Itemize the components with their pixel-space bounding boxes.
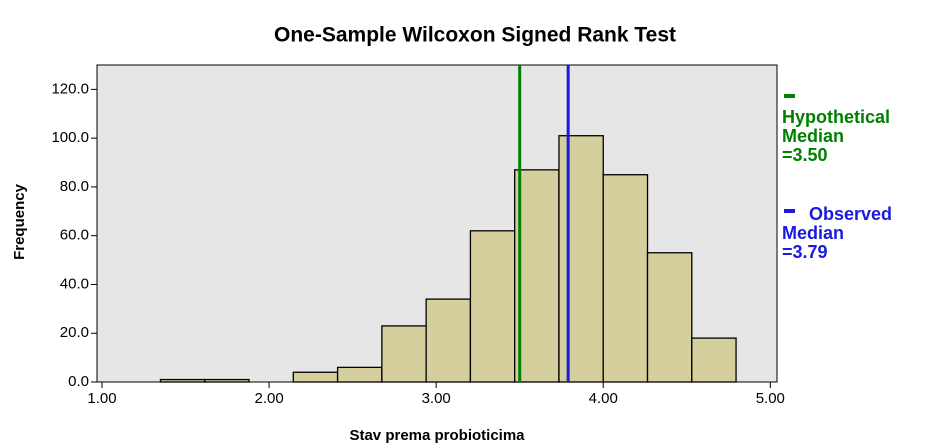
x-tick-label: 5.00 (756, 390, 785, 407)
bar (558, 135, 604, 383)
y-tick-label: 120.0 (51, 80, 89, 97)
legend-label: Hypothetical Median (782, 107, 891, 146)
x-tick-label: 3.00 (422, 390, 451, 407)
x-tick-label: 1.00 (87, 390, 116, 407)
bar (381, 325, 427, 383)
legend-value: =3.50 (782, 145, 828, 165)
x-tick-label: 4.00 (589, 390, 618, 407)
y-tick-label: 100.0 (51, 129, 89, 146)
y-tick-label: 40.0 (60, 275, 89, 292)
y-axis-label: Frequency (11, 183, 28, 260)
legend-label: Observed Median (782, 204, 893, 243)
bar (336, 366, 383, 383)
bar (691, 337, 737, 383)
x-axis-label: Stav prema probioticima (349, 427, 525, 444)
bar (292, 371, 339, 383)
legend-value: =3.79 (782, 242, 828, 262)
legend-swatch (784, 94, 795, 98)
bar (646, 252, 693, 383)
x-tick-label: 2.00 (254, 390, 283, 407)
y-tick-label: 60.0 (60, 227, 89, 244)
bar (514, 169, 560, 383)
y-tick-label: 0.0 (68, 373, 89, 390)
bar (469, 230, 516, 383)
y-tick-label: 80.0 (60, 178, 89, 195)
legend-swatch (784, 209, 795, 213)
bar (425, 298, 472, 383)
chart-title: One-Sample Wilcoxon Signed Rank Test (274, 24, 676, 47)
bar (159, 378, 206, 383)
y-tick-label: 20.0 (60, 324, 89, 341)
bar (204, 378, 250, 383)
bar (602, 174, 649, 383)
